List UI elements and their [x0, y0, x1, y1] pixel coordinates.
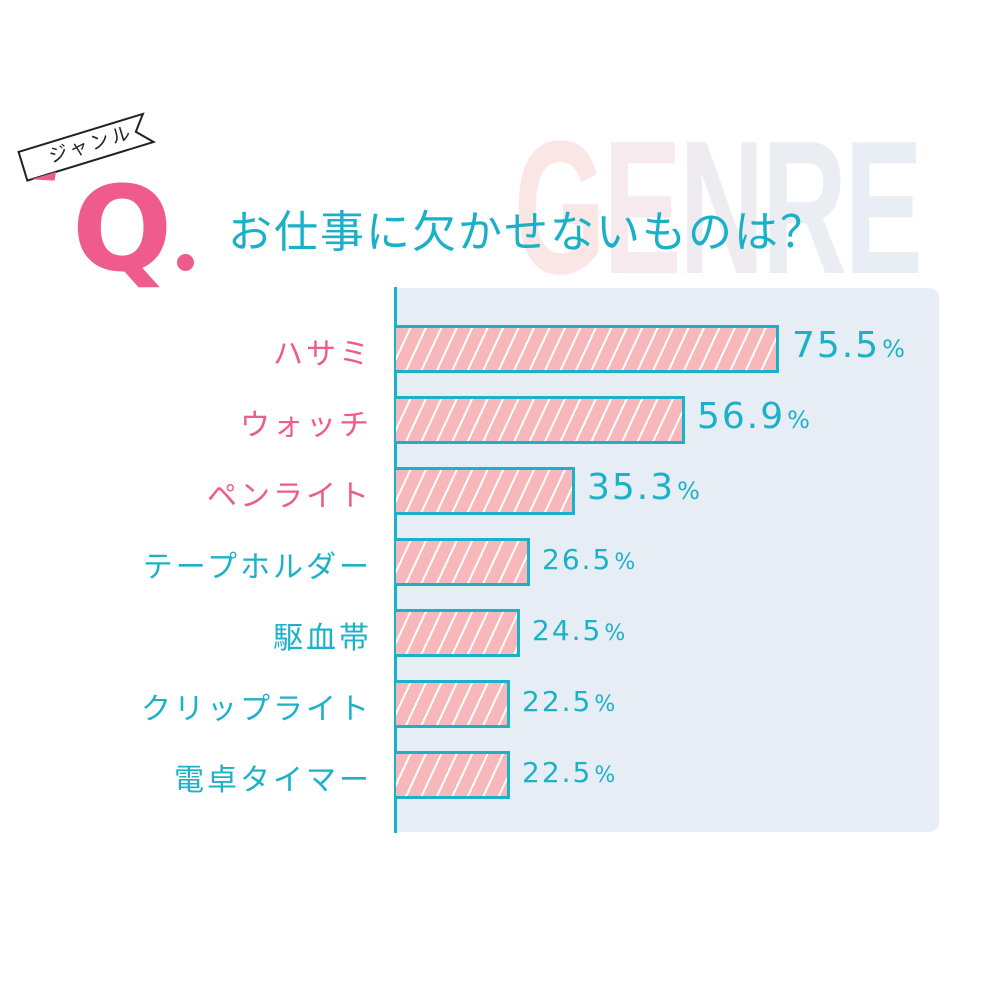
genre-watermark: GENRE — [514, 102, 923, 314]
bar — [396, 467, 575, 515]
bar-value: 22.5% — [522, 756, 616, 789]
bar-value: 24.5% — [532, 614, 626, 647]
bar-label: ペンライト — [207, 479, 372, 514]
bar-label: 電卓タイマー — [174, 763, 372, 798]
bar — [396, 325, 779, 373]
genre-ribbon: ジャンル — [17, 111, 157, 182]
bar — [396, 609, 520, 657]
bar-row: クリップライト 22.5% — [0, 680, 1000, 728]
bar-value: 26.5% — [542, 543, 636, 576]
bar-row: ペンライト 35.3% — [0, 467, 1000, 515]
bar-row: 駆血帯 24.5% — [0, 609, 1000, 657]
bar — [396, 396, 685, 444]
question-title: お仕事に欠かせないものは？ — [228, 207, 826, 258]
ribbon-icon — [17, 112, 157, 182]
q-mark: Q — [72, 160, 173, 298]
bar-row: ハサミ 75.5% — [0, 325, 1000, 373]
chart-axis — [394, 287, 397, 833]
bar-value: 22.5% — [522, 685, 616, 718]
bar-row: 電卓タイマー 22.5% — [0, 751, 1000, 799]
bar-label: 駆血帯 — [273, 621, 372, 656]
bar — [396, 751, 510, 799]
bar-label: ハサミ — [273, 337, 372, 372]
bar-value: 35.3% — [587, 467, 700, 508]
bar — [396, 538, 530, 586]
bar-value: 75.5% — [792, 325, 905, 366]
bar — [396, 680, 510, 728]
bar-label: ウォッチ — [240, 408, 372, 443]
bar-label: テープホルダー — [142, 550, 372, 585]
bar-value: 56.9% — [697, 396, 810, 437]
bar-row: テープホルダー 26.5% — [0, 538, 1000, 586]
bar-label: クリップライト — [141, 692, 372, 727]
q-dot — [177, 254, 194, 271]
bar-row: ウォッチ 56.9% — [0, 396, 1000, 444]
